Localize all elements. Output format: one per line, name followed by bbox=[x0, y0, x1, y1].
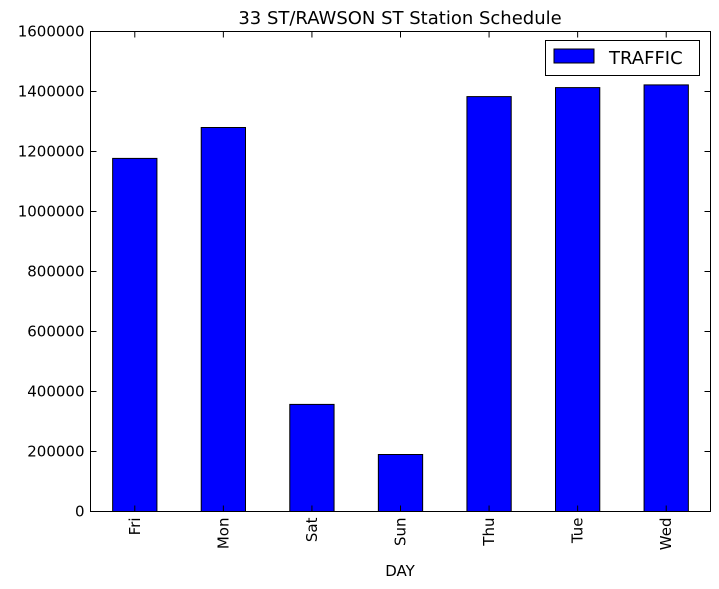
x-tick-label-tue: Tue bbox=[569, 518, 587, 545]
bar-wed bbox=[643, 84, 689, 513]
x-tick-label-fri: Fri bbox=[126, 518, 144, 536]
bar-sun bbox=[377, 454, 424, 512]
x-tick-label-thu: Thu bbox=[480, 518, 498, 547]
x-tick-label-sun: Sun bbox=[392, 518, 410, 547]
x-axis-label: DAY bbox=[385, 562, 415, 580]
y-tick-label: 400000 bbox=[27, 383, 84, 401]
x-tick-label-wed: Wed bbox=[657, 518, 675, 551]
plot-frame bbox=[90, 31, 711, 512]
bar-fri bbox=[112, 157, 158, 512]
x-tick-label-sat: Sat bbox=[303, 517, 321, 542]
y-tick-label: 1400000 bbox=[18, 83, 85, 101]
y-tick-label: 0 bbox=[75, 503, 85, 521]
x-axis-ticks: Fri Mon Sat Sun Thu Tue Wed bbox=[126, 31, 675, 551]
y-tick-label: 600000 bbox=[27, 323, 84, 341]
bar-thu bbox=[466, 96, 512, 512]
y-tick-label: 1000000 bbox=[18, 203, 85, 221]
bar-tue bbox=[555, 87, 601, 512]
bar-sat bbox=[289, 403, 335, 512]
bars-layer bbox=[112, 84, 689, 513]
y-tick-label: 800000 bbox=[27, 263, 84, 281]
y-tick-label: 1600000 bbox=[18, 23, 85, 41]
x-tick-label-mon: Mon bbox=[214, 518, 232, 550]
y-tick-label: 200000 bbox=[27, 443, 84, 461]
legend: TRAFFIC bbox=[545, 40, 700, 76]
y-tick-label: 1200000 bbox=[18, 143, 85, 161]
y-axis-ticks: 0 200000 400000 600000 800000 1000000 1200000 1… bbox=[18, 23, 711, 521]
bar-mon bbox=[200, 127, 246, 512]
legend-label-traffic: TRAFFIC bbox=[608, 48, 683, 69]
legend-swatch bbox=[553, 48, 595, 64]
chart-title: 33 ST/RAWSON ST Station Schedule bbox=[238, 8, 561, 29]
